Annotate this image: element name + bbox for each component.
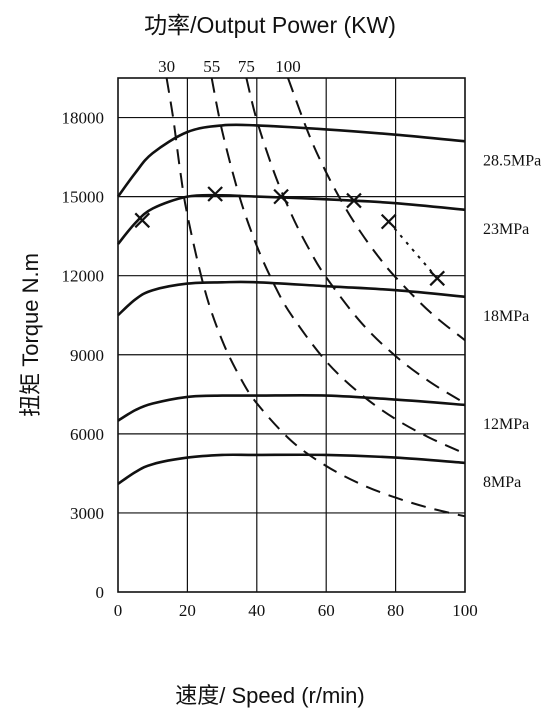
y-tick-label: 0	[96, 583, 105, 602]
power-label-75: 75	[238, 57, 255, 76]
top-axis-title: 功率/Output Power (KW)	[144, 12, 396, 38]
power-label-100: 100	[275, 57, 301, 76]
torque-curve-8MPa	[117, 453, 466, 485]
pressure-label-28.5MPa: 28.5MPa	[483, 152, 541, 169]
x-ticks-group: 0 20 40 60 80 100	[114, 601, 478, 620]
power-curve-55	[210, 78, 465, 455]
y-tick-label: 18000	[62, 109, 105, 128]
y-tick-label: 9000	[70, 346, 104, 365]
limit-marker	[273, 188, 289, 205]
power-curve-100	[287, 78, 465, 342]
torque-curve-28.5MPa	[116, 123, 466, 198]
limit-marker	[429, 270, 446, 287]
x-tick-label: 100	[452, 601, 478, 620]
y-axis-title: 扭矩 Torque N.m	[18, 253, 43, 417]
limit-marker	[346, 192, 362, 209]
x-tick-label: 60	[318, 601, 335, 620]
pressure-label-8MPa: 8MPa	[483, 474, 521, 491]
x-axis-title: 速度/ Speed (r/min)	[175, 683, 365, 708]
y-tick-label: 15000	[62, 188, 105, 207]
pressure-label-18MPa: 18MPa	[483, 308, 529, 325]
pressure-label-12MPa: 12MPa	[483, 416, 529, 433]
torque-curves-group	[116, 123, 466, 485]
power-label-55: 55	[203, 57, 220, 76]
power-curves-group	[165, 78, 465, 518]
plot-frame	[117, 77, 466, 593]
torque-curve-18MPa	[117, 280, 466, 317]
grid-group	[118, 78, 465, 592]
x-tick-label: 0	[114, 601, 123, 620]
y-tick-label: 6000	[70, 425, 104, 444]
power-labels-group: 30 55 75 100	[158, 57, 301, 76]
limit-marker	[134, 212, 151, 229]
y-tick-label: 3000	[70, 504, 104, 523]
y-ticks-group: 0 3000 6000 9000 12000 15000 18000	[62, 109, 105, 602]
x-tick-label: 80	[387, 601, 404, 620]
limit-markers-group	[134, 186, 446, 287]
pressure-label-23MPa: 23MPa	[483, 221, 529, 238]
power-label-30: 30	[158, 57, 175, 76]
pressure-labels-group: 28.5MPa 23MPa 18MPa 12MPa 8MPa	[483, 152, 541, 491]
torque-curve-12MPa	[117, 394, 466, 422]
x-tick-label: 40	[248, 601, 265, 620]
limit-dotted-line	[387, 221, 438, 279]
power-curve-75	[245, 78, 465, 405]
limit-marker	[207, 186, 223, 202]
torque-curve-23MPa	[116, 193, 466, 245]
y-tick-label: 12000	[62, 267, 105, 286]
power-curve-30	[165, 78, 465, 518]
x-tick-label: 20	[179, 601, 196, 620]
limit-marker	[380, 213, 397, 230]
